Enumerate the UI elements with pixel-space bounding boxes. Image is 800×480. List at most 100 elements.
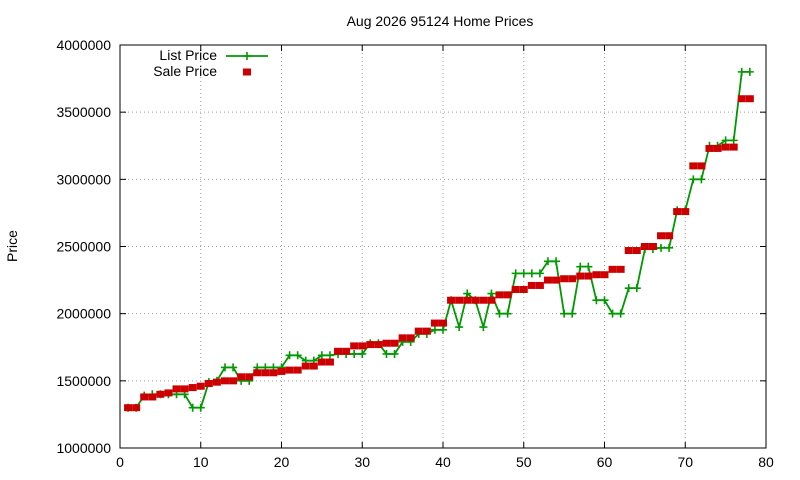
y-tick-label: 3500000 xyxy=(56,104,111,120)
list-price-line xyxy=(128,71,750,409)
sale-price-point xyxy=(124,404,133,412)
list-price-point xyxy=(382,349,391,358)
list-price-point xyxy=(285,351,294,360)
sale-price-point xyxy=(737,95,746,103)
list-price-point xyxy=(535,269,544,278)
list-price-point xyxy=(657,243,666,252)
sale-price-point xyxy=(455,296,464,304)
list-price-point xyxy=(439,325,447,334)
list-price-point xyxy=(737,67,746,76)
y-axis-label: Price xyxy=(4,230,20,262)
list-price-point xyxy=(721,136,730,145)
sale-price-point xyxy=(293,366,302,374)
list-price-point xyxy=(229,363,238,372)
list-price-point xyxy=(689,175,698,184)
sale-price-point xyxy=(665,232,674,240)
legend: List Price Sale Price xyxy=(153,47,268,79)
sale-price-point xyxy=(640,243,649,250)
series-list-price xyxy=(124,67,754,412)
sale-price-point xyxy=(164,389,173,397)
sale-price-point xyxy=(600,271,609,279)
sale-price-point xyxy=(309,362,318,370)
list-price-point xyxy=(665,243,674,252)
list-price-point xyxy=(616,309,625,318)
sale-price-point xyxy=(479,296,488,304)
sale-price-point xyxy=(560,275,569,283)
list-price-point xyxy=(350,349,359,358)
sale-price-point xyxy=(229,377,238,385)
sale-price-point xyxy=(245,373,254,381)
sale-price-point xyxy=(148,393,157,401)
sale-price-point xyxy=(398,334,407,342)
list-price-point xyxy=(729,136,738,145)
sale-price-point xyxy=(172,385,181,393)
list-price-point xyxy=(600,296,609,305)
list-price-point xyxy=(196,403,205,412)
sale-price-point xyxy=(325,358,334,366)
sale-price-point xyxy=(705,144,714,152)
sale-price-point xyxy=(648,243,657,250)
sale-price-point xyxy=(261,369,270,377)
list-price-point xyxy=(188,403,197,412)
sale-price-point xyxy=(366,341,375,349)
sale-price-point xyxy=(342,347,351,355)
sale-price-point xyxy=(277,367,286,375)
sale-price-point xyxy=(576,272,585,280)
list-price-point xyxy=(745,67,754,76)
list-price-point xyxy=(632,284,641,293)
sale-price-point xyxy=(624,247,633,255)
sale-price-point xyxy=(608,265,617,273)
list-price-point xyxy=(495,309,504,318)
x-tick-label: 30 xyxy=(354,454,370,470)
legend-label-sale-price: Sale Price xyxy=(153,63,217,79)
x-tick-label: 80 xyxy=(758,454,774,470)
y-tick-label: 1000000 xyxy=(56,440,111,456)
y-tick-label: 2000000 xyxy=(56,306,111,322)
x-axis-ticks: 0 10 20 30 40 50 60 70 80 xyxy=(116,45,774,470)
sale-price-point xyxy=(269,369,278,377)
list-price-point xyxy=(390,349,399,358)
sale-price-point xyxy=(140,393,149,401)
list-price-point xyxy=(519,269,528,278)
sale-price-point xyxy=(253,369,262,377)
sale-price-point xyxy=(430,319,439,327)
sale-price-point xyxy=(334,347,343,355)
sale-price-point xyxy=(285,366,294,374)
list-price-point xyxy=(220,363,229,372)
series-layer xyxy=(124,67,754,412)
list-price-point xyxy=(697,175,706,184)
sale-price-point xyxy=(390,339,399,347)
x-tick-label: 50 xyxy=(516,454,532,470)
y-tick-label: 3000000 xyxy=(56,171,111,187)
list-price-point xyxy=(543,257,552,266)
sale-price-point xyxy=(447,296,456,304)
sale-price-point xyxy=(414,327,423,335)
sale-price-point xyxy=(503,291,512,299)
sale-price-point xyxy=(592,271,601,279)
y-tick-label: 4000000 xyxy=(56,37,111,53)
list-price-point xyxy=(624,284,633,293)
x-tick-label: 40 xyxy=(435,454,451,470)
sale-price-point xyxy=(237,373,246,381)
sale-price-point xyxy=(439,319,447,327)
chart-title: Aug 2026 95124 Home Prices xyxy=(347,13,534,29)
sale-price-point xyxy=(519,285,528,293)
list-price-point xyxy=(592,296,601,305)
sale-price-point xyxy=(495,291,504,299)
sale-price-point xyxy=(156,390,165,398)
sale-price-point xyxy=(543,276,552,284)
sale-price-point xyxy=(220,377,229,385)
sale-price-point xyxy=(212,378,221,386)
sale-price-point xyxy=(616,265,625,273)
list-price-point xyxy=(325,351,334,360)
sale-price-point xyxy=(681,208,690,216)
sale-price-point xyxy=(721,143,730,151)
list-price-point xyxy=(455,323,464,332)
sale-price-point xyxy=(673,208,682,216)
legend-marker xyxy=(243,52,251,60)
sale-price-point xyxy=(527,281,536,289)
sale-price-point xyxy=(180,385,189,393)
legend-swatch-sale-price xyxy=(243,68,251,76)
sale-price-point xyxy=(657,232,666,240)
